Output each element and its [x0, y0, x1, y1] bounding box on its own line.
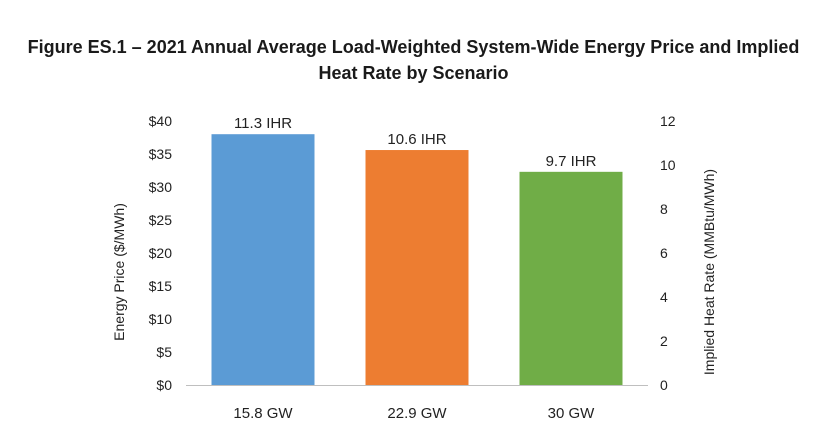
category-label: 22.9 GW [387, 405, 447, 422]
category-label: 15.8 GW [233, 405, 293, 422]
bar [365, 150, 469, 385]
bar [519, 171, 623, 385]
left-axis-tick-label: $15 [149, 278, 173, 294]
left-axis-tick-label: $5 [156, 344, 172, 360]
right-axis-tick-label: 4 [660, 289, 668, 305]
data-labels: 11.3 IHR 10.6 IHR 9.7 IHR [234, 115, 597, 170]
category-label: 30 GW [548, 405, 596, 422]
left-axis-tick-label: $25 [149, 212, 173, 228]
right-axis-tick-label: 8 [660, 201, 668, 217]
bar [211, 134, 315, 385]
right-axis-tick-label: 10 [660, 157, 676, 173]
left-axis-tick-label: $30 [149, 179, 173, 195]
right-axis-ticks: 0 2 4 6 8 10 12 [660, 113, 676, 393]
left-axis-tick-label: $35 [149, 146, 173, 162]
y2-axis-label: Implied Heat Rate (MMBtu/MWh) [701, 169, 717, 375]
chart-title-line-1: Figure ES.1 – 2021 Annual Average Load-W… [27, 37, 800, 57]
data-label: 11.3 IHR [234, 115, 292, 132]
right-axis-tick-label: 0 [660, 377, 668, 393]
bars [211, 134, 623, 385]
left-axis-tick-label: $10 [149, 311, 173, 327]
data-label: 10.6 IHR [387, 131, 446, 148]
right-axis-tick-label: 2 [660, 333, 668, 349]
left-axis-tick-label: $40 [149, 113, 173, 129]
right-axis-tick-label: 12 [660, 113, 676, 129]
left-axis-tick-label: $0 [156, 377, 172, 393]
left-axis-tick-label: $20 [149, 245, 173, 261]
right-axis-tick-label: 6 [660, 245, 668, 261]
chart-title: Figure ES.1 – 2021 Annual Average Load-W… [0, 34, 827, 86]
data-label: 9.7 IHR [546, 153, 597, 170]
left-axis-ticks: $0 $5 $10 $15 $20 $25 $30 $35 $40 [149, 113, 173, 393]
category-labels: 15.8 GW 22.9 GW 30 GW [233, 405, 595, 422]
chart-title-line-2: Heat Rate by Scenario [318, 63, 509, 83]
y-axis-label: Energy Price ($/MWh) [111, 203, 127, 341]
